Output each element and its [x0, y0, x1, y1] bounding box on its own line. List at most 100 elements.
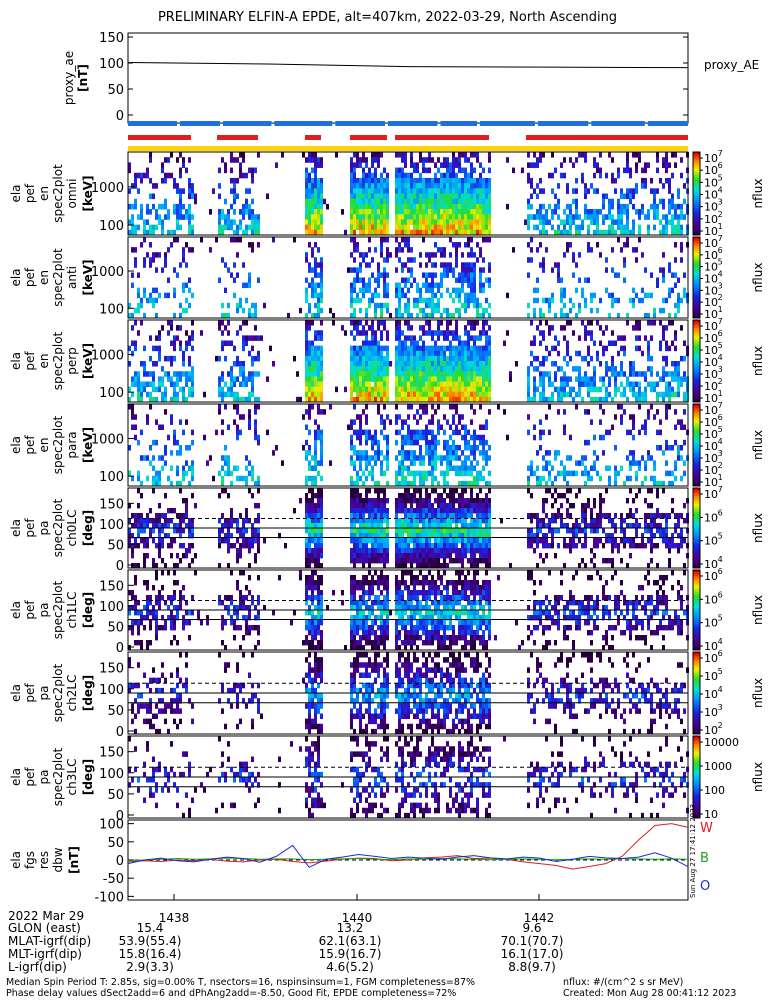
heatmap-cell [371, 361, 374, 367]
heatmap-cell [398, 553, 401, 559]
heatmap-cell [635, 292, 638, 299]
heatmap-cell [455, 277, 458, 283]
heatmap-cell [368, 262, 371, 268]
heatmap-cell [239, 297, 242, 304]
heatmap-cell [350, 361, 353, 367]
heatmap-cell [407, 193, 410, 200]
heatmap-cell [377, 219, 380, 226]
heatmap-cell [149, 257, 152, 263]
heatmap-cell [308, 548, 311, 554]
heatmap-cell [398, 325, 401, 331]
heatmap-cell [353, 528, 356, 534]
heatmap-cell [359, 513, 362, 519]
heatmap-cell [389, 361, 392, 367]
heatmap-cell [566, 480, 569, 487]
heatmap-cell [383, 237, 386, 243]
heatmap-cell [353, 480, 356, 487]
heatmap-cell [185, 396, 188, 403]
heatmap-cell [146, 475, 149, 482]
heatmap-cell [482, 188, 485, 194]
heatmap-cell [233, 543, 236, 549]
heatmap-cell [305, 553, 308, 559]
heatmap-cell [653, 224, 656, 231]
heatmap-cell [584, 152, 587, 158]
heatmap-cell [257, 242, 260, 248]
heatmap-cell [641, 252, 644, 258]
heatmap-cell [569, 320, 572, 326]
heatmap-cell [395, 292, 398, 299]
heatmap-cell [368, 381, 371, 388]
heatmap-cell [632, 302, 635, 309]
heatmap-cell [356, 518, 359, 524]
heatmap-cell [320, 439, 323, 446]
heatmap-cell [293, 237, 296, 243]
colorbar-segment [693, 214, 700, 217]
heatmap-cell [653, 320, 656, 326]
heatmap-cell [374, 533, 377, 539]
heatmap-cell [134, 345, 137, 352]
heatmap-cell [431, 312, 434, 319]
heatmap-cell [422, 312, 425, 319]
heatmap-cell [359, 350, 362, 357]
heatmap-cell [479, 272, 482, 278]
heatmap-cell [464, 219, 467, 226]
heatmap-cell [473, 198, 476, 205]
heatmap-cell [311, 292, 314, 299]
heatmap-cell [464, 262, 467, 268]
heatmap-cell [413, 219, 416, 226]
heatmap-cell [440, 361, 443, 367]
heatmap-cell [179, 209, 182, 215]
heatmap-cell [479, 214, 482, 220]
heatmap-cell [218, 214, 221, 220]
heatmap-cell [140, 297, 143, 304]
heatmap-cell [230, 508, 233, 514]
heatmap-cell [683, 391, 686, 398]
heatmap-cell [398, 414, 401, 420]
heatmap-cell [182, 465, 185, 472]
heatmap-cell [176, 528, 179, 534]
heatmap-cell [353, 366, 356, 372]
heatmap-cell [629, 429, 632, 436]
heatmap-cell [143, 371, 146, 377]
heatmap-cell [407, 404, 410, 410]
heatmap-cell [368, 386, 371, 393]
heatmap-cell [242, 152, 245, 158]
heatmap-cell [254, 429, 257, 436]
heatmap-cell [422, 325, 425, 331]
heatmap-cell [611, 214, 614, 220]
heatmap-cell [380, 523, 383, 529]
heatmap-cell [134, 518, 137, 524]
heatmap-cell [407, 553, 410, 559]
heatmap-cell [434, 292, 437, 299]
heatmap-cell [473, 262, 476, 268]
heatmap-cell [359, 543, 362, 549]
heatmap-cell [353, 229, 356, 236]
heatmap-cell [401, 229, 404, 236]
colorbar-segment [693, 285, 700, 289]
heatmap-cell [455, 198, 458, 205]
heatmap-cell [353, 548, 356, 554]
heatmap-cell [422, 340, 425, 347]
heatmap-cell [386, 460, 389, 466]
heatmap-cell [380, 488, 383, 494]
heatmap-cell [233, 292, 236, 299]
heatmap-cell [536, 355, 539, 362]
heatmap-cell [395, 475, 398, 482]
heatmap-cell [170, 538, 173, 544]
heatmap-cell [455, 209, 458, 215]
heatmap-cell [176, 396, 179, 403]
heatmap-cell [368, 214, 371, 220]
heatmap-cell [554, 193, 557, 200]
heatmap-cell [224, 460, 227, 466]
heatmap-cell [230, 391, 233, 398]
heatmap-cell [605, 396, 608, 403]
heatmap-cell [371, 543, 374, 549]
heatmap-cell [224, 340, 227, 347]
heatmap-cell [497, 404, 500, 410]
heatmap-cell [401, 455, 404, 461]
heatmap-cell [476, 177, 479, 184]
heatmap-cell [143, 518, 146, 524]
heatmap-cell [569, 229, 572, 236]
heatmap-cell [317, 193, 320, 200]
colorbar-segment [693, 241, 700, 244]
